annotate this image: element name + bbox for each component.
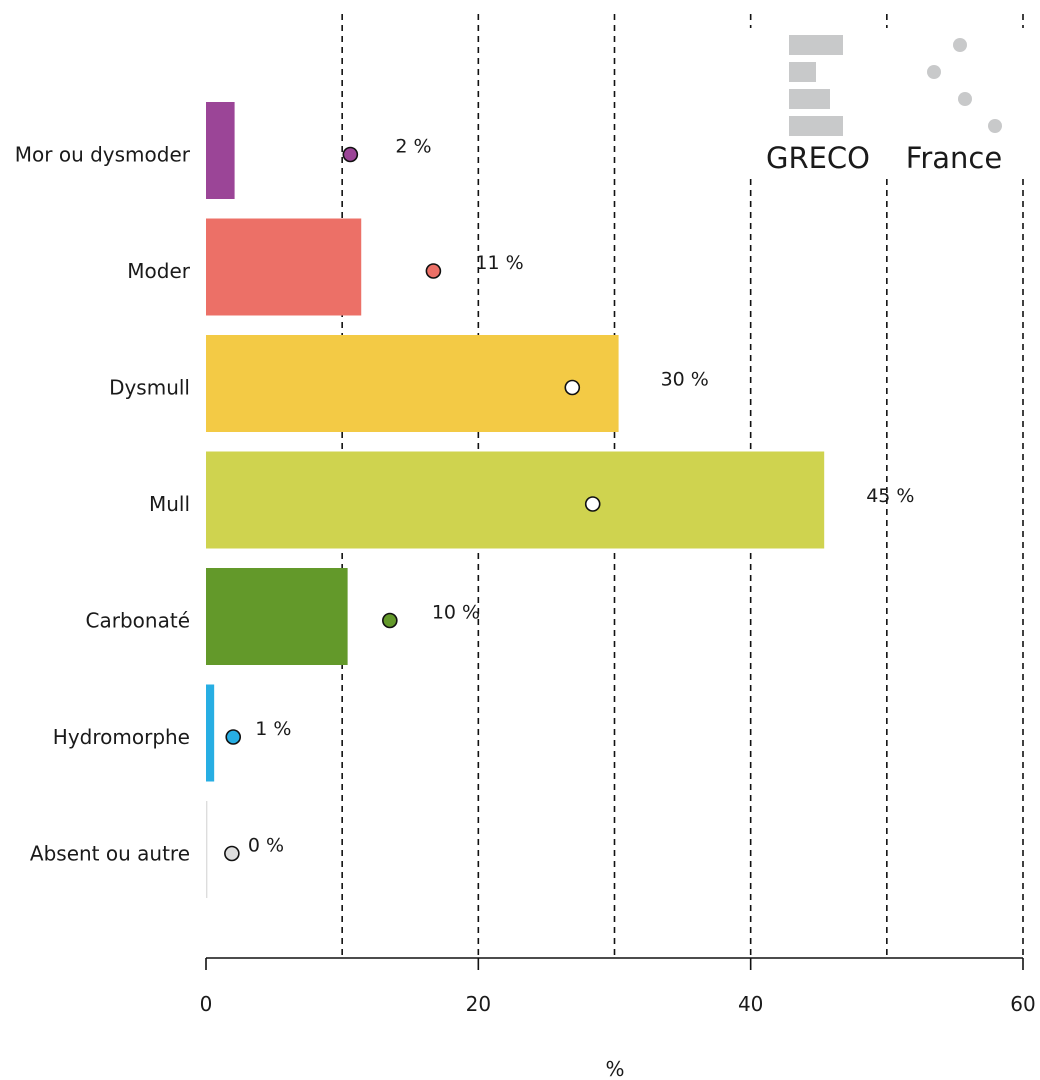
- legend-label-greco: GRECO: [766, 141, 870, 175]
- points: [224, 146, 601, 862]
- france-point: [224, 845, 240, 862]
- bars: [206, 102, 825, 898]
- x-axis-title: %: [605, 1057, 624, 1080]
- france-point: [584, 496, 601, 512]
- value-label: 11 %: [475, 252, 523, 274]
- legend-france-icon: [927, 38, 1002, 133]
- value-label: 1 %: [255, 718, 291, 740]
- category-label: Dysmull: [109, 376, 190, 400]
- category-label: Hydromorphe: [53, 725, 190, 749]
- x-axis: % 0 20 40 60: [200, 957, 1036, 1080]
- bar: [206, 335, 619, 432]
- legend-bar: [789, 116, 843, 136]
- bar: [206, 218, 362, 316]
- labels: Mor ou dysmoder 2 % Moder 11 % Dysmull 30 % Mu…: [15, 136, 915, 866]
- france-point: [564, 379, 581, 396]
- value-label: 10 %: [432, 602, 480, 624]
- legend-bar: [789, 35, 843, 55]
- legend-bar: [789, 89, 830, 109]
- legend-greco-icon: [789, 35, 843, 136]
- category-label: Absent ou autre: [30, 842, 190, 866]
- category-label: Mor ou dysmoder: [15, 143, 191, 167]
- france-point: [382, 612, 398, 629]
- x-tick-label: 20: [466, 992, 491, 1016]
- value-label: 2 %: [395, 136, 431, 158]
- bar: [206, 684, 215, 782]
- france-point: [342, 146, 359, 163]
- bar: [206, 102, 235, 199]
- legend-dot: [988, 119, 1002, 133]
- x-tick-label: 40: [738, 992, 763, 1016]
- legend: GRECO France: [745, 28, 1035, 178]
- france-point: [225, 729, 242, 745]
- value-label: 30 %: [661, 369, 709, 391]
- legend-dot: [927, 65, 941, 79]
- france-point: [425, 263, 442, 279]
- x-tick-label: 0: [200, 992, 213, 1016]
- bar: [206, 451, 825, 549]
- category-label: Moder: [127, 259, 190, 283]
- x-tick-label: 60: [1010, 992, 1035, 1016]
- category-label: Mull: [149, 492, 190, 516]
- value-label: 45 %: [866, 485, 914, 507]
- bar: [206, 801, 208, 898]
- legend-label-france: France: [906, 141, 1002, 175]
- value-label: 0 %: [248, 835, 284, 857]
- bar: [206, 568, 348, 665]
- legend-dot: [958, 92, 972, 106]
- legend-dot: [953, 38, 967, 52]
- category-label: Carbonaté: [86, 609, 190, 633]
- legend-bar: [789, 62, 816, 82]
